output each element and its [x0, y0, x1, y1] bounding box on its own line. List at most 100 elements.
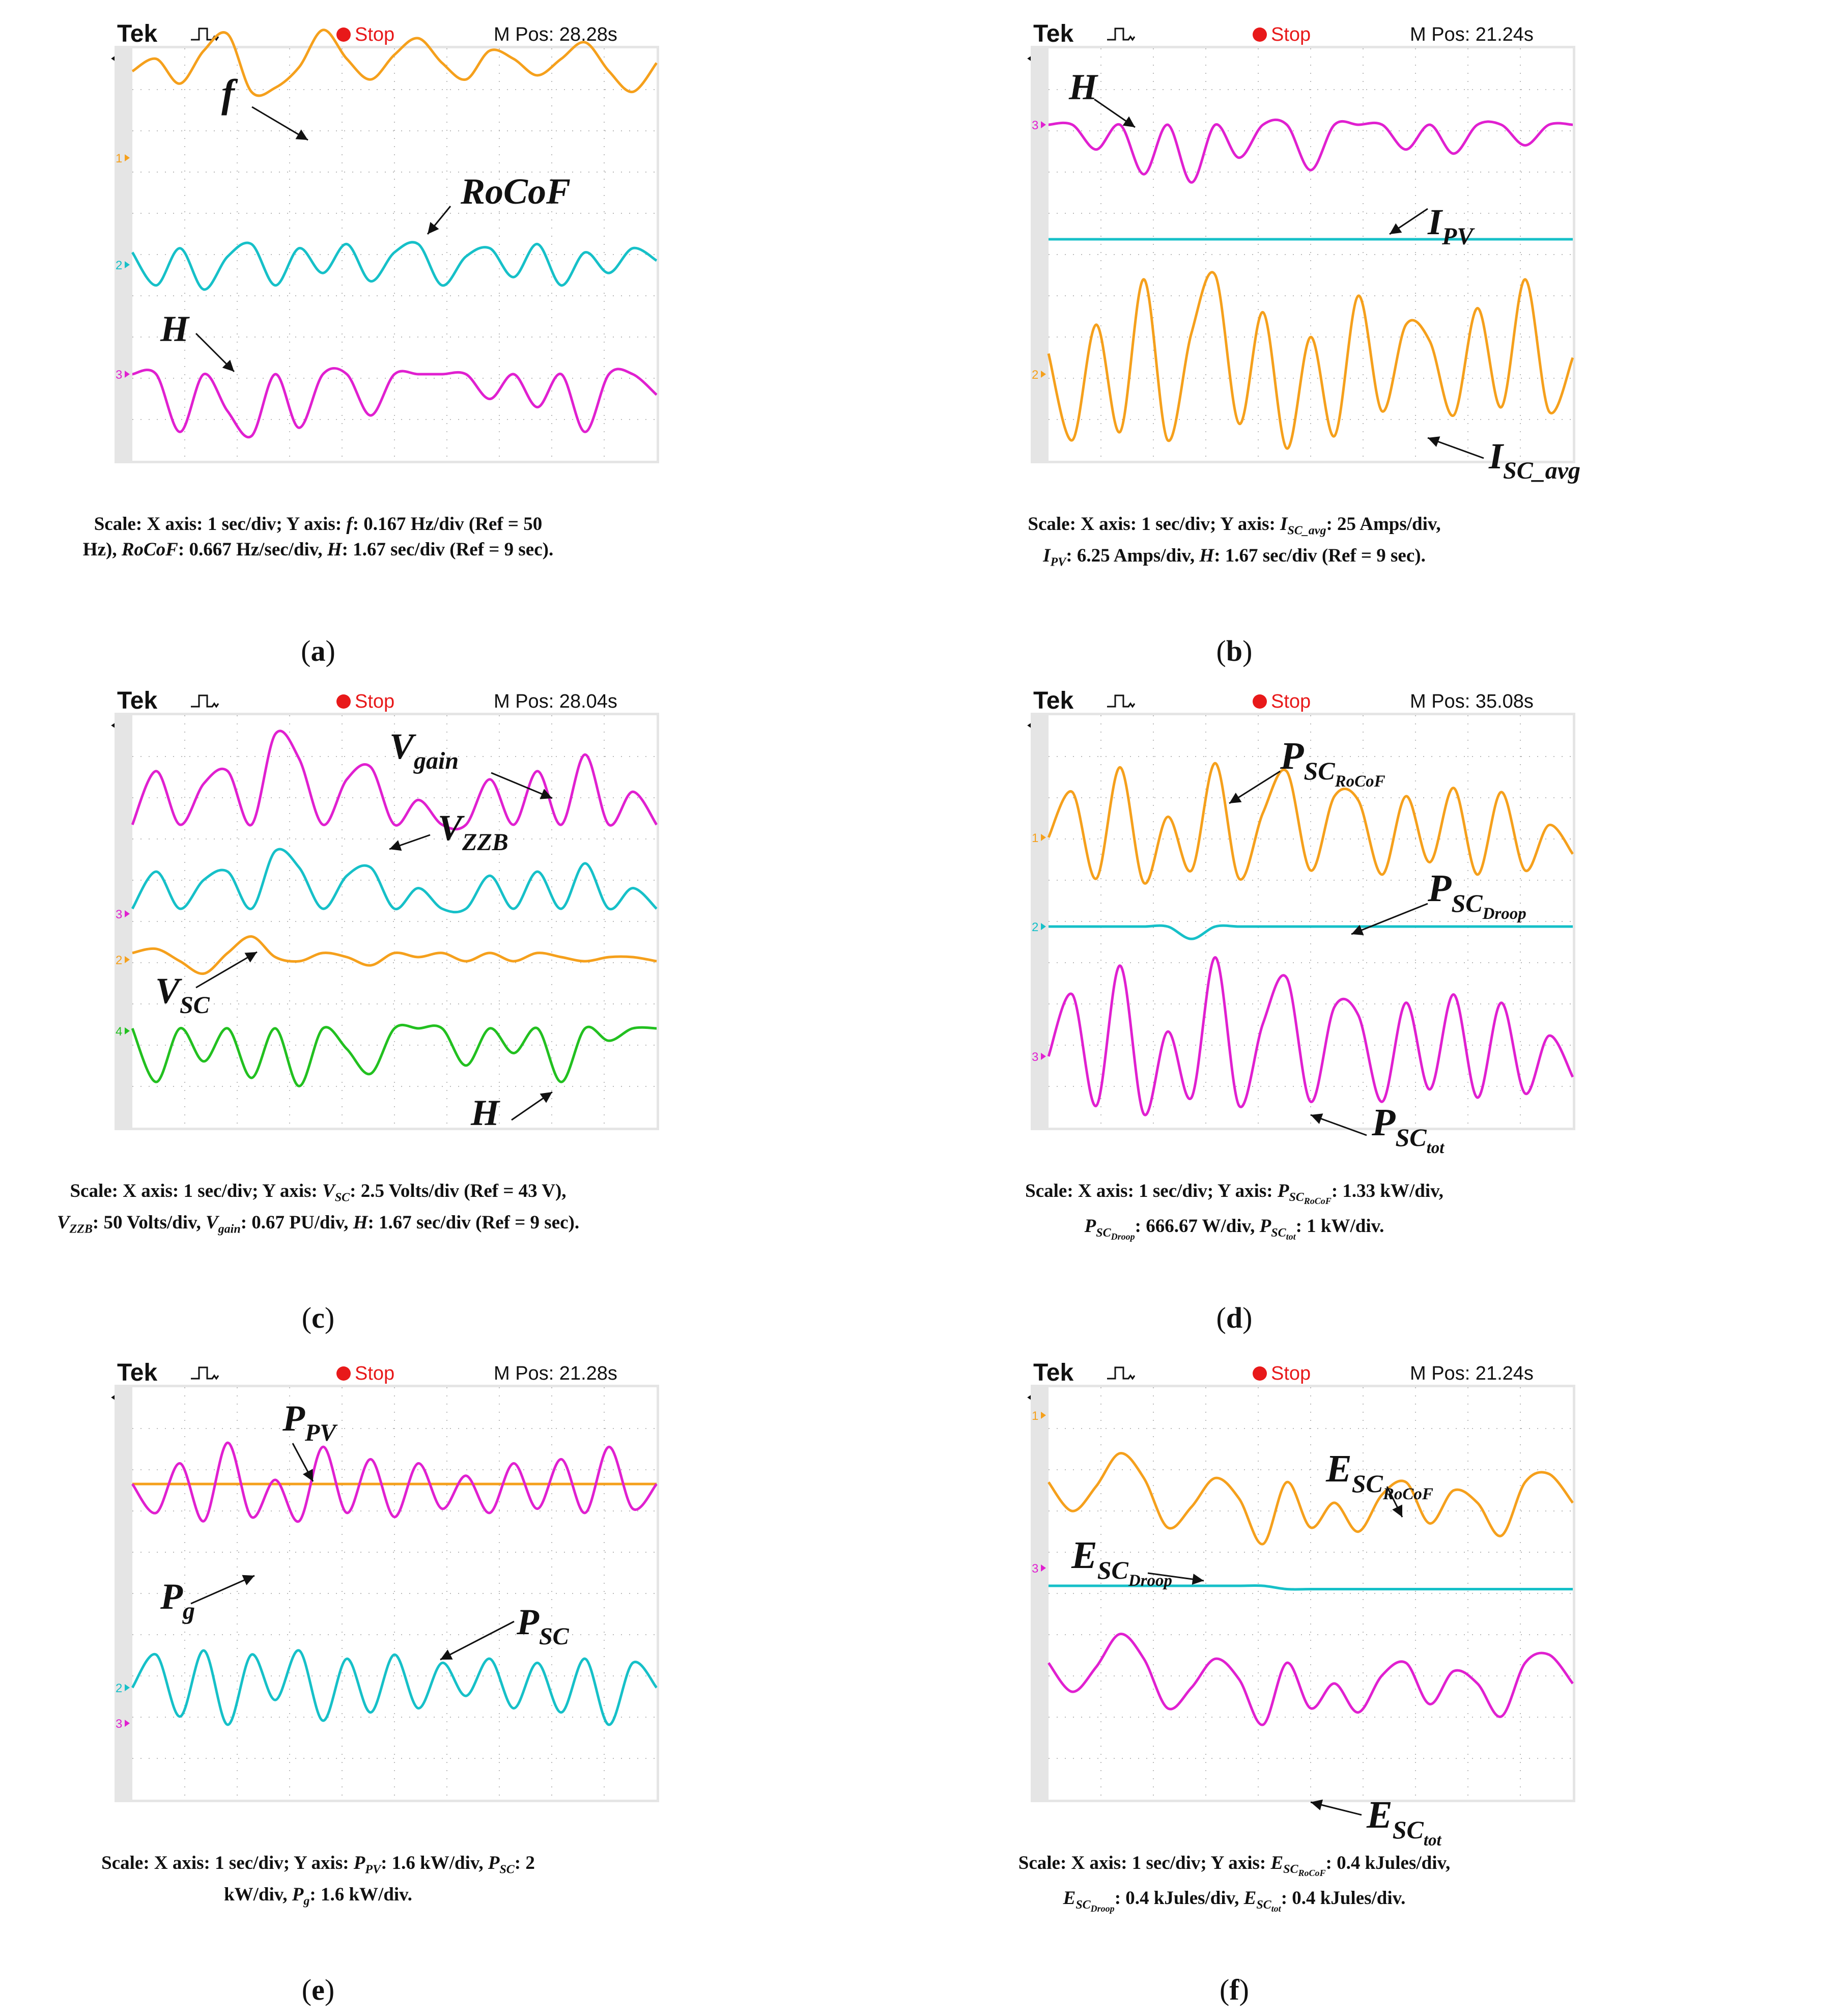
arrow-head	[295, 129, 308, 140]
trigger-icon	[191, 694, 219, 708]
acquisition-status: Stop	[1271, 691, 1311, 712]
horizontal-position: M Pos: 28.04s	[494, 691, 617, 712]
stop-icon	[336, 27, 351, 42]
arrow-head	[1311, 1799, 1323, 1810]
arrow-head	[540, 1092, 552, 1103]
svg-text:1: 1	[1032, 1409, 1038, 1423]
svg-text:IPV: IPV	[1427, 202, 1475, 250]
channel-marker: 2	[1032, 368, 1046, 382]
tek-logo: Tek	[117, 687, 157, 714]
svg-text:H: H	[470, 1093, 500, 1133]
horizontal-position: M Pos: 21.24s	[1410, 24, 1534, 45]
svg-text:2: 2	[116, 954, 122, 967]
svg-text:3: 3	[1032, 119, 1038, 132]
svg-text:2: 2	[1032, 368, 1038, 382]
svg-text:VZZB: VZZB	[438, 807, 508, 856]
tek-logo: Tek	[1033, 20, 1073, 47]
trace-p-sc-droop	[1049, 924, 1573, 940]
channel-markers: 1 2 3	[1032, 831, 1046, 1064]
label-e-sc-tot: ESCtot	[1310, 1794, 1442, 1850]
arrow-head	[1351, 925, 1364, 935]
trace-rocof	[131, 241, 658, 291]
svg-text:PSC: PSC	[516, 1602, 570, 1650]
svg-text:2: 2	[116, 259, 122, 272]
traces	[131, 29, 658, 439]
svg-text:ESCDroop: ESCDroop	[1071, 1534, 1172, 1590]
arrow-head	[1390, 223, 1402, 234]
svg-text:PPV: PPV	[282, 1398, 338, 1446]
caption-line: Scale: X axis: 1 sec/div; Y axis: PSCRoC…	[1025, 1181, 1443, 1207]
annotations: PPV Pg PSC	[160, 1398, 570, 1661]
arrow-head	[1311, 1113, 1323, 1124]
arrow-head	[540, 789, 552, 799]
caption-line: VZZB: 50 Volts/div, Vgain: 0.67 PU/div, …	[56, 1212, 580, 1236]
stop-icon	[1253, 27, 1267, 42]
channel-marker: 3	[116, 368, 130, 382]
svg-text:Vgain: Vgain	[389, 726, 459, 774]
channel-marker: 3	[1032, 1050, 1046, 1064]
arrow-head	[1229, 793, 1242, 803]
subfigure-label: (e)	[301, 1973, 335, 2006]
oscilloscope-screen: Tek Stop M Pos: 28.04s 3 2 4 Vgain VZZB VSC H	[38, 687, 659, 1171]
svg-text:3: 3	[116, 368, 122, 382]
label-rocof: RoCoF	[427, 171, 571, 235]
label-h: H	[1068, 67, 1136, 128]
channel-marker: 1	[1032, 1409, 1046, 1423]
channel-markers: 23	[116, 1682, 130, 1731]
label-p-sc: PSC	[440, 1602, 570, 1661]
label-h: H	[470, 1091, 553, 1133]
arrow-head	[302, 1469, 313, 1481]
arrow-line	[440, 1620, 515, 1661]
channel-marker: 1	[116, 152, 130, 165]
caption-line: PSCDroop: 666.67 W/div, PSCtot: 1 kW/div…	[1084, 1216, 1384, 1242]
svg-text:1: 1	[116, 152, 122, 165]
caption-line: IPV: 6.25 Amps/div, H: 1.67 sec/div (Ref…	[1043, 545, 1426, 569]
traces	[131, 1441, 658, 1726]
label-e-sc-rocof: ESCRoCoF	[1325, 1447, 1433, 1518]
caption: Scale: X axis: 1 sec/div; Y axis: VSC: 2…	[0, 1179, 636, 1242]
trace-p-g	[131, 1441, 658, 1523]
trace-p-sc	[131, 1649, 658, 1726]
traces	[1047, 762, 1574, 1116]
label-v-gain: Vgain	[389, 726, 553, 799]
arrow-head	[1428, 436, 1440, 447]
subfigure-label: (c)	[301, 1301, 335, 1334]
channel-marker: 3	[1032, 1562, 1046, 1576]
stop-icon	[1253, 694, 1267, 709]
tek-logo: Tek	[117, 20, 157, 47]
panel-c: Tek Stop M Pos: 28.04s 3 2 4 Vgain VZZB VSC H…	[0, 667, 865, 1334]
arrow-head	[1122, 116, 1135, 127]
caption-line: Scale: X axis: 1 sec/div; Y axis: f: 0.1…	[94, 514, 543, 535]
trace-h	[132, 367, 658, 439]
trace-v-zzb	[131, 848, 658, 914]
arrow-head	[242, 1575, 254, 1585]
arrow-head	[428, 222, 439, 234]
svg-text:3: 3	[116, 1717, 122, 1731]
trigger-icon	[1107, 1366, 1136, 1380]
horizontal-position: M Pos: 35.08s	[1410, 691, 1534, 712]
svg-text:3: 3	[116, 908, 122, 921]
panel-d: Tek Stop M Pos: 35.08s 1 2 3 PSCRoCoF PSCDr…	[916, 667, 1781, 1334]
channel-markers: 3 2 4	[116, 908, 130, 1039]
channel-markers: 1 2 3	[116, 152, 130, 382]
label-i-pv: IPV	[1389, 202, 1475, 250]
subfigure-label: (f)	[1220, 1973, 1249, 2006]
label-v-zzb: VZZB	[389, 807, 508, 856]
annotations: PSCRoCoF PSCDroop PSCtot	[1229, 735, 1526, 1157]
arrow-head	[1392, 1504, 1402, 1517]
arrow-line	[1351, 903, 1428, 935]
subfigure-label: (a)	[301, 634, 335, 667]
traces	[131, 730, 658, 1087]
caption-line: Scale: X axis: 1 sec/div; Y axis: VSC: 2…	[70, 1181, 567, 1205]
trace-h	[131, 1023, 657, 1087]
trace-p-sc-tot	[1047, 956, 1574, 1116]
caption-line: Hz), RoCoF: 0.667 Hz/sec/div, H: 1.67 se…	[82, 539, 554, 560]
svg-text:3: 3	[1032, 1050, 1038, 1064]
trigger-icon	[1107, 27, 1136, 41]
svg-text:1: 1	[1032, 831, 1038, 845]
channel-marker: 3	[116, 908, 130, 921]
